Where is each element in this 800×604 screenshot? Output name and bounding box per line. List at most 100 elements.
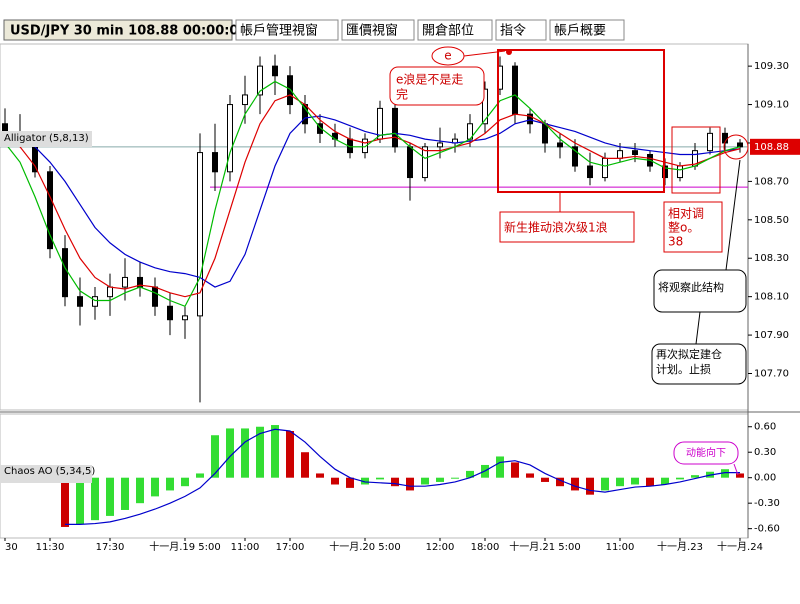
tab[interactable] bbox=[3, 19, 233, 41]
candle-body bbox=[167, 305, 173, 321]
indicator-title: Chaos AO (5,34,5) bbox=[4, 466, 95, 477]
bar bbox=[556, 477, 564, 487]
callout bbox=[673, 441, 739, 465]
x-tick-label: 17:00 bbox=[276, 542, 305, 553]
signal-line bbox=[65, 428, 740, 526]
bar bbox=[601, 477, 609, 491]
x-tick-label: 12:00 bbox=[426, 542, 455, 553]
annotation: 将观察此结构 bbox=[658, 280, 724, 294]
bar bbox=[631, 477, 639, 485]
bar bbox=[271, 425, 279, 478]
candle-body bbox=[707, 132, 713, 152]
bar bbox=[91, 477, 99, 521]
bar bbox=[226, 428, 234, 478]
candle-body bbox=[557, 142, 563, 148]
annotation: 完 bbox=[396, 87, 408, 102]
annotation: 再次拟定建仓 bbox=[656, 347, 722, 361]
candle-body bbox=[422, 146, 428, 179]
candle-body bbox=[77, 296, 83, 307]
annotation: 动能向下 bbox=[686, 446, 726, 459]
bar bbox=[586, 477, 594, 495]
bar bbox=[646, 477, 654, 487]
bar bbox=[151, 477, 159, 497]
callout-arrow bbox=[725, 159, 741, 271]
highlight-box bbox=[671, 126, 721, 194]
callout-arrow bbox=[695, 311, 701, 345]
x-tick-label: 11:30 bbox=[36, 542, 65, 553]
candle-body bbox=[512, 65, 518, 115]
y-tick-label: 108.70 bbox=[754, 176, 789, 187]
annotation: e bbox=[444, 49, 451, 63]
bar bbox=[736, 473, 744, 478]
candle-body bbox=[92, 296, 98, 307]
candle-body bbox=[602, 157, 608, 179]
indicator-label-bg bbox=[0, 465, 92, 483]
candle-body bbox=[47, 171, 53, 250]
candle-body bbox=[737, 142, 743, 148]
tab-label[interactable]: 帳戶管理視窗 bbox=[240, 23, 318, 39]
bar bbox=[76, 477, 84, 525]
tab[interactable] bbox=[495, 19, 547, 41]
bar bbox=[106, 477, 114, 516]
bar bbox=[526, 473, 534, 478]
candle-body bbox=[632, 150, 638, 156]
highlight-box bbox=[497, 49, 665, 193]
x-tick-label: 11:00 bbox=[606, 542, 635, 553]
bar bbox=[406, 477, 414, 491]
tab[interactable] bbox=[235, 19, 339, 41]
x-tick-label: 11:00 bbox=[231, 542, 260, 553]
x-tick-label: 十一月.24 bbox=[717, 540, 763, 553]
tab-label[interactable]: 指令 bbox=[500, 24, 526, 39]
tab[interactable] bbox=[417, 19, 493, 41]
candle-body bbox=[212, 152, 218, 173]
indicator-label-bg bbox=[0, 131, 92, 147]
bar bbox=[61, 477, 69, 527]
y-tick-label: -0.30 bbox=[754, 498, 780, 509]
x-tick-label: 十一月.23 bbox=[657, 540, 703, 553]
bar bbox=[376, 477, 384, 480]
y-tick-label: 108.50 bbox=[754, 215, 789, 226]
bar bbox=[331, 477, 339, 485]
tab-bar: USD/JPY 30 min 108.88 00:00:00 帳戶管理視窗 匯價… bbox=[3, 19, 625, 41]
x-tick-label: 30 bbox=[5, 542, 18, 553]
callout bbox=[663, 201, 723, 253]
tab-label[interactable]: 帳戶概要 bbox=[554, 24, 606, 39]
tab-label[interactable]: 匯價視窗 bbox=[346, 23, 398, 39]
candle-body bbox=[527, 113, 533, 125]
y-tick-label: 0.60 bbox=[754, 422, 776, 433]
peak-dot bbox=[506, 49, 512, 55]
candle-body bbox=[62, 248, 68, 298]
x-tick-label: 十一月.19 5:00 bbox=[149, 540, 221, 553]
annotation: 新生推动浪次级1浪 bbox=[504, 220, 608, 235]
callout bbox=[389, 66, 485, 106]
tab-label[interactable]: USD/JPY 30 min 108.88 00:00:00 bbox=[10, 24, 248, 39]
bar bbox=[541, 477, 549, 482]
bar bbox=[241, 428, 249, 478]
candle-body bbox=[392, 107, 398, 148]
bar bbox=[181, 477, 189, 487]
annotations: e e浪是不是走 完 新生推动浪次级1浪 相对调 整o。 38 将观察此结构 再… bbox=[389, 46, 749, 476]
y-tick-label: 0.30 bbox=[754, 447, 776, 458]
candle-body bbox=[152, 286, 158, 307]
candle-body bbox=[317, 123, 323, 134]
tab[interactable] bbox=[341, 19, 415, 41]
marks: 107.70 107.90 108.10 108.30 108.50 108.70 108.… bbox=[0, 54, 800, 553]
bar bbox=[571, 477, 579, 491]
candle-body bbox=[362, 138, 368, 154]
x-tick-label: 18:00 bbox=[471, 542, 500, 553]
annotation: 计划。止损 bbox=[656, 362, 711, 376]
bar bbox=[136, 477, 144, 504]
annotation: 整o。 bbox=[668, 220, 699, 235]
bar bbox=[676, 477, 684, 480]
annotation: e浪是不是走 bbox=[396, 72, 463, 87]
candle-body bbox=[587, 165, 593, 179]
tab-label[interactable]: 開倉部位 bbox=[422, 24, 474, 39]
bar bbox=[436, 477, 444, 482]
bar bbox=[256, 426, 264, 478]
candle-body bbox=[542, 123, 548, 144]
candle-body bbox=[482, 88, 488, 125]
bar bbox=[421, 477, 429, 485]
tab[interactable] bbox=[549, 19, 625, 41]
candle-body bbox=[227, 104, 233, 173]
